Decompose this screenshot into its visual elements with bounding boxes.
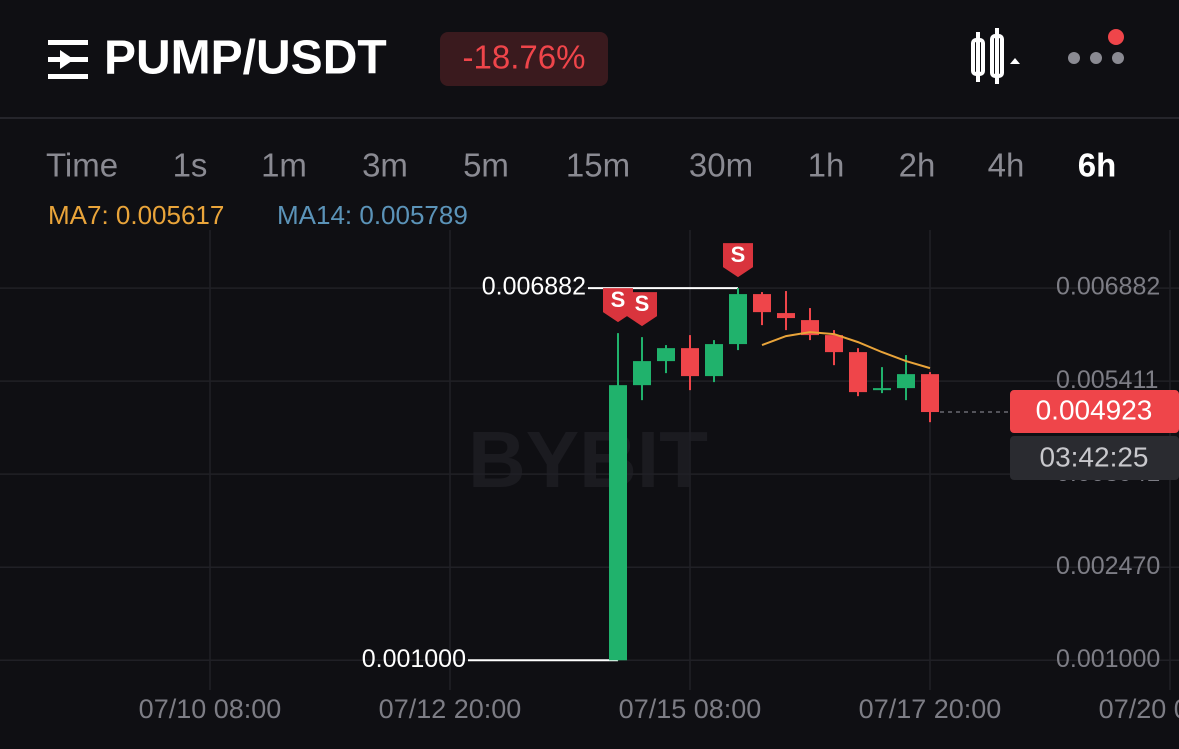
icon-dot — [1090, 52, 1102, 64]
sell-marker — [723, 243, 753, 278]
candle-body — [657, 348, 675, 362]
timeframe-tab[interactable]: 5m — [463, 147, 509, 184]
timeframe-tab[interactable]: 1m — [261, 147, 307, 184]
candle-body — [705, 344, 723, 377]
sell-marker-label: S — [635, 291, 650, 316]
annotation-label: 0.001000 — [362, 645, 466, 673]
icon-part — [1010, 58, 1020, 64]
timeframe-tab[interactable]: 1h — [808, 147, 845, 184]
more-icon[interactable] — [1068, 29, 1124, 64]
change-badge — [440, 32, 608, 86]
candle-body — [753, 294, 771, 313]
annotation-label: 0.006882 — [482, 273, 586, 301]
timeframe-tab[interactable]: 6h — [1078, 147, 1117, 184]
candle-body — [633, 361, 651, 386]
sell-marker — [627, 292, 657, 327]
sell-marker — [603, 288, 633, 323]
timeframe-tab[interactable]: 30m — [689, 147, 753, 184]
timeframe-tab[interactable]: 15m — [566, 147, 630, 184]
icon-dot — [1112, 52, 1124, 64]
last-price-label: 0.004923 — [1036, 394, 1153, 425]
ma7-label: MA7: 0.005617 — [48, 200, 224, 230]
menu-icon[interactable] — [48, 40, 88, 79]
timeframe-tab[interactable]: 2h — [899, 147, 936, 184]
change: -18.76% — [463, 39, 586, 76]
candle-body — [681, 348, 699, 377]
candle-body — [897, 374, 915, 389]
icon-bar — [48, 40, 88, 45]
timeframe-tab[interactable]: Time — [46, 147, 118, 184]
candle-body — [825, 335, 843, 353]
last-price-box — [1010, 390, 1179, 434]
icon-dot — [1068, 52, 1080, 64]
symbol[interactable]: PUMP/USDT — [104, 32, 387, 85]
x-tick-label: 07/20 08:00 — [1099, 694, 1179, 724]
ma14-label: MA14: 0.005789 — [277, 200, 468, 230]
y-tick-label: 0.001000 — [1056, 645, 1160, 673]
timeframe-bar: Time 1s 1m 3m 5m 15m 30m 1h 2h 4h 6h — [46, 147, 1116, 184]
candle-body — [609, 385, 627, 661]
y-tick-label: 0.006882 — [1056, 273, 1160, 301]
chart: BYBIT 07/10 08:00 07/12 20:00 07/15 08:00 07… — [0, 230, 1179, 724]
timeframe-tab[interactable]: 3m — [362, 147, 408, 184]
sell-marker-label: S — [731, 242, 746, 267]
x-tick-label: 07/12 20:00 — [379, 694, 522, 724]
watermark: BYBIT — [468, 415, 708, 504]
candle-body — [921, 374, 939, 413]
countdown-box — [1010, 436, 1179, 481]
candle-body — [849, 352, 867, 393]
candle-body — [777, 313, 795, 319]
x-tick-label: 07/10 08:00 — [139, 694, 282, 724]
icon-bar — [48, 74, 88, 79]
timeframe-tab[interactable]: 1s — [173, 147, 208, 184]
x-tick-label: 07/17 20:00 — [859, 694, 1002, 724]
notification-dot — [1108, 29, 1124, 45]
sell-marker-label: S — [611, 287, 626, 312]
chart-style-icon[interactable] — [971, 28, 1020, 84]
x-tick-label: 07/15 08:00 — [619, 694, 762, 724]
timeframe-tab[interactable]: 4h — [988, 147, 1025, 184]
candle-body — [729, 294, 747, 345]
y-tick-label: 0.002470 — [1056, 552, 1160, 580]
countdown-label: 03:42:25 — [1040, 441, 1149, 472]
candle-body — [873, 388, 891, 391]
y-tick-label: 0.005411 — [1056, 366, 1158, 394]
icon-arrow — [60, 50, 74, 69]
ma-line — [761, 331, 931, 370]
candle-body — [801, 320, 819, 336]
